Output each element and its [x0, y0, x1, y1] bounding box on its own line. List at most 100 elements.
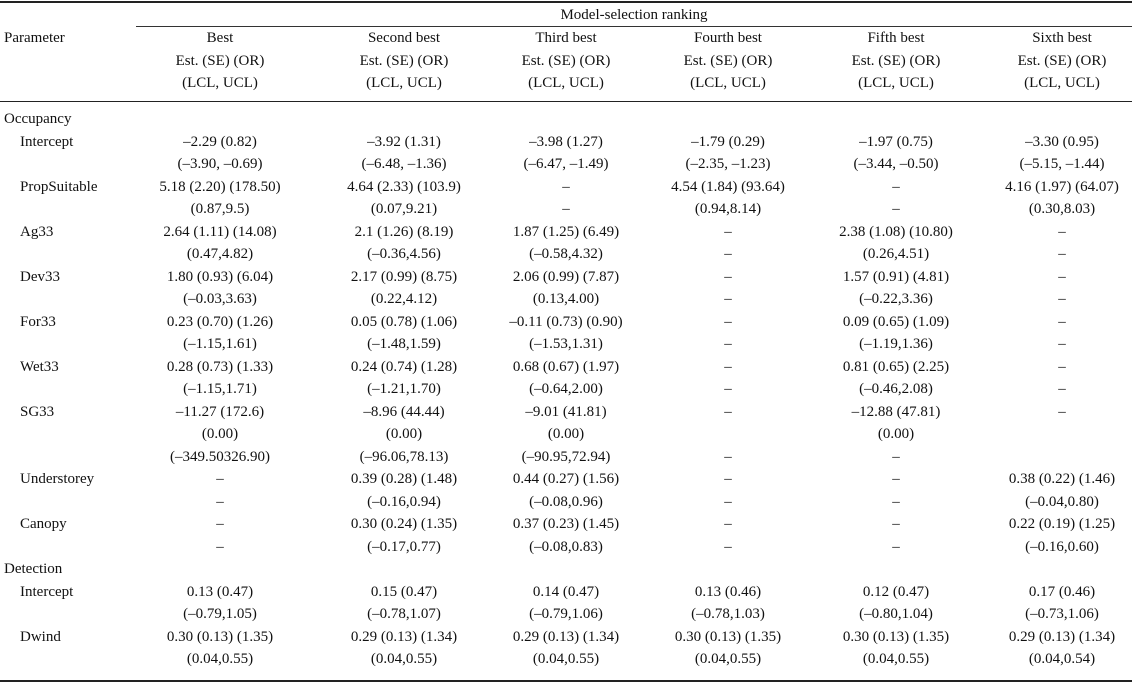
table-cell: – [892, 516, 900, 532]
column-header-2-line3: (LCL, UCL) [366, 75, 442, 91]
parameter-name: Dev33 [20, 268, 60, 285]
table-cell: (–2.35, –1.23) [685, 156, 771, 172]
table-cell: –12.88 (47.81) [851, 403, 941, 420]
table-cell: (–3.44, –0.50) [853, 156, 939, 172]
table-cell: (–90.95,72.94) [521, 448, 611, 465]
table-cell: 0.68 (0.67) (1.97) [512, 358, 620, 375]
table-cell: – [724, 291, 732, 307]
table-cell: – [892, 448, 900, 465]
table-cell: (–96.06,78.13) [359, 448, 449, 465]
section-label: Detection [4, 561, 63, 577]
table-cell: – [724, 538, 732, 555]
column-header-3-rank: Third best [535, 30, 597, 46]
parameter-name: Intercept [20, 583, 74, 600]
table-cell: –9.01 (41.81) [525, 403, 607, 420]
section-label: Occupancy [4, 111, 72, 127]
table-cell: 0.15 (0.47) [370, 583, 438, 600]
top-rule [0, 1, 1132, 3]
table-cell: (–3.90, –0.69) [177, 156, 263, 172]
parameter-name: SG33 [20, 403, 55, 420]
column-header-5-line2: Est. (SE) (OR) [851, 52, 941, 69]
table-cell: 0.44 (0.27) (1.56) [512, 471, 620, 487]
table-cell: – [216, 471, 224, 487]
table-cell: 0.29 (0.13) (1.34) [512, 628, 620, 645]
column-header-1-line3: (LCL, UCL) [182, 75, 258, 91]
table-cell: 0.13 (0.47) [186, 583, 254, 600]
table-cell: (–1.19,1.36) [859, 336, 933, 352]
param-header: Parameter [4, 30, 65, 46]
table-cell: – [1058, 358, 1066, 375]
table-cell: (–0.17,0.77) [367, 538, 441, 555]
table-cell: –11.27 (172.6) [175, 403, 265, 420]
table-cell: – [724, 313, 732, 330]
table-cell: (0.04,0.55) [862, 651, 930, 667]
table-cell: (–349.50326.90) [170, 448, 270, 465]
table-cell: (0.94,8.14) [694, 201, 762, 217]
table-cell: 0.30 (0.13) (1.35) [674, 628, 782, 645]
table-cell: (–0.79,1.05) [183, 606, 257, 622]
table-cell: – [724, 246, 732, 262]
table-cell: 2.38 (1.08) (10.80) [839, 223, 953, 240]
table-cell: 4.64 (2.33) (103.9) [347, 178, 461, 195]
table-cell: – [892, 178, 900, 195]
column-header-6-line3: (LCL, UCL) [1024, 75, 1100, 91]
table-cell: – [724, 403, 732, 420]
table-cell: – [892, 493, 900, 510]
table-cell: – [1058, 223, 1066, 240]
table-cell: (–0.64,2.00) [529, 381, 603, 397]
table-cell: –3.30 (0.95) [1025, 133, 1099, 150]
column-header-3-line2: Est. (SE) (OR) [521, 52, 611, 69]
parameter-name: Intercept [20, 133, 74, 150]
table-cell: 1.80 (0.93) (6.04) [166, 268, 274, 285]
column-header-6-rank: Sixth best [1032, 30, 1092, 46]
column-header-5-rank: Fifth best [867, 30, 925, 46]
table-cell: (–0.79,1.06) [529, 606, 603, 622]
table-cell: – [724, 448, 732, 465]
table-cell: (0.04,0.55) [532, 651, 600, 667]
table-cell: 0.30 (0.13) (1.35) [166, 628, 274, 645]
table-cell: (–0.80,1.04) [859, 606, 933, 622]
table-cell: (0.00) [877, 426, 915, 442]
column-header-2-line2: Est. (SE) (OR) [359, 52, 449, 69]
table-cell: 0.37 (0.23) (1.45) [512, 516, 620, 532]
table-cell: 2.1 (1.26) (8.19) [354, 223, 454, 240]
table-cell: 0.23 (0.70) (1.26) [166, 313, 274, 330]
table-cell: 0.05 (0.78) (1.06) [350, 313, 458, 330]
table-cell: – [562, 201, 570, 217]
table-cell: (0.04,0.55) [186, 651, 254, 667]
table-cell: 0.30 (0.13) (1.35) [842, 628, 950, 645]
table-cell: 0.13 (0.46) [694, 583, 762, 600]
table-cell: – [1058, 313, 1066, 330]
table-cell: (–0.73,1.06) [1025, 606, 1099, 622]
table-cell: – [1058, 291, 1066, 307]
table-cell: 0.38 (0.22) (1.46) [1008, 471, 1116, 487]
table-cell: (0.26,4.51) [862, 246, 930, 262]
table-cell: (–1.21,1.70) [367, 381, 441, 397]
table-cell: (–0.16,0.60) [1025, 538, 1099, 555]
table-cell: –2.29 (0.82) [183, 133, 257, 150]
table-cell: (0.04,0.55) [370, 651, 438, 667]
table-cell: – [1058, 336, 1066, 352]
parameter-name: Ag33 [20, 223, 54, 240]
table-cell: – [724, 493, 732, 510]
table-cell: 0.29 (0.13) (1.34) [350, 628, 458, 645]
table-cell: –3.92 (1.31) [367, 133, 441, 150]
table-cell: – [1058, 246, 1066, 262]
table-cell: 0.24 (0.74) (1.28) [350, 358, 458, 375]
table-cell: (0.07,9.21) [370, 201, 438, 217]
table-cell: (–1.15,1.71) [183, 381, 257, 397]
table-cell: (–0.78,1.03) [691, 606, 765, 622]
table-cell: (–0.22,3.36) [859, 291, 933, 307]
table-cell: (–0.78,1.07) [367, 606, 441, 622]
table-cell: 0.14 (0.47) [532, 583, 600, 600]
table-cell: 0.81 (0.65) (2.25) [842, 358, 950, 375]
parameter-name: For33 [20, 313, 56, 330]
table-cell: (0.22,4.12) [370, 291, 438, 307]
column-header-6-line2: Est. (SE) (OR) [1017, 52, 1107, 69]
table-cell: (–5.15, –1.44) [1019, 156, 1105, 172]
table-cell: (0.47,4.82) [186, 246, 254, 262]
table-cell: (0.87,9.5) [190, 201, 250, 217]
table-cell: (–6.47, –1.49) [523, 156, 609, 172]
table-cell: (–0.36,4.56) [367, 246, 441, 262]
table-cell: (–0.03,3.63) [183, 291, 257, 307]
